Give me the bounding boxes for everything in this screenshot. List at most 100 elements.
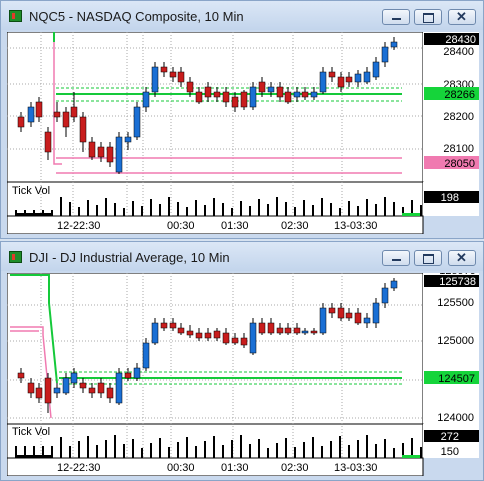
candle <box>97 146 105 158</box>
volume-bar <box>312 437 314 458</box>
price-label: 124507 <box>438 373 475 385</box>
time-label: 01:30 <box>221 462 249 474</box>
level-line <box>10 274 58 384</box>
candle <box>345 312 353 319</box>
candle <box>133 106 141 138</box>
volume-bar <box>141 206 143 216</box>
volume-tag <box>424 430 479 442</box>
volume-bar <box>150 443 152 458</box>
candle <box>381 46 389 63</box>
volume-bar <box>213 198 215 216</box>
volume-scale: 150 <box>441 446 459 458</box>
volume-bar <box>249 206 251 216</box>
minimize-icon <box>392 18 401 20</box>
volume-bar <box>402 443 404 458</box>
minimize-button[interactable] <box>382 250 410 266</box>
volume-bar <box>60 437 62 458</box>
volume-bar <box>15 446 17 458</box>
price-label: 28200 <box>443 111 474 123</box>
price-label: 125738 <box>439 276 476 288</box>
candle <box>328 71 336 78</box>
volume-bar <box>267 448 269 458</box>
price-label: 28050 <box>444 158 475 170</box>
maximize-button[interactable] <box>414 250 442 266</box>
chart-app-icon <box>9 10 22 22</box>
candle <box>204 86 212 98</box>
candle <box>106 146 114 163</box>
candle <box>258 81 266 93</box>
price-label: 125000 <box>437 335 474 347</box>
volume-bar <box>330 441 332 458</box>
price-chart[interactable]: 28430 28400 28300 28266 28200 28100 2805… <box>7 32 479 234</box>
candle <box>27 106 35 123</box>
volume-bar <box>231 440 233 458</box>
minimize-button[interactable] <box>382 9 410 25</box>
minimize-icon <box>392 259 401 261</box>
candle <box>88 141 96 158</box>
volume-bar <box>249 444 251 458</box>
level-line <box>10 326 52 419</box>
volume-bar <box>285 202 287 216</box>
candle <box>276 327 284 334</box>
volume-bar <box>411 438 413 458</box>
candle <box>88 387 96 394</box>
volume-bar <box>195 446 197 458</box>
candle <box>27 382 35 394</box>
close-button[interactable]: ✕ <box>448 250 476 266</box>
volume-bar <box>24 446 26 458</box>
close-button[interactable]: ✕ <box>448 9 476 25</box>
volume-bar <box>114 203 116 216</box>
candle <box>106 387 114 399</box>
candle <box>151 66 159 93</box>
volume-bar <box>294 447 296 458</box>
time-label: 01:30 <box>221 220 249 232</box>
close-icon: ✕ <box>456 9 467 24</box>
candle <box>44 131 52 153</box>
volume-bar <box>411 200 413 216</box>
volume-bar <box>123 444 125 458</box>
volume-bar <box>384 197 386 216</box>
volume-bar <box>177 442 179 458</box>
volume-bar <box>276 443 278 458</box>
volume-bar <box>78 441 80 458</box>
candle <box>160 322 168 329</box>
last-price-tag <box>424 275 479 287</box>
volume-bar <box>348 445 350 458</box>
volume-bar <box>213 436 215 458</box>
candle <box>124 372 132 379</box>
volume-bar <box>87 436 89 458</box>
candle <box>35 101 43 118</box>
candle <box>354 312 362 324</box>
title-bar[interactable]: DJI - DJ Industrial Average, 10 Min ✕ <box>1 242 483 271</box>
green-level-tag <box>424 371 479 384</box>
volume-label: Tick Vol <box>12 426 50 438</box>
candle <box>70 372 78 384</box>
candle <box>249 322 257 354</box>
title-bar[interactable]: NQC5 - NASDAQ Composite, 10 Min ✕ <box>1 1 483 30</box>
time-label: 00:30 <box>167 462 195 474</box>
price-label: 28100 <box>443 143 474 155</box>
candle <box>160 66 168 73</box>
candles <box>7 273 423 458</box>
price-chart[interactable]: 125979 125738 125500 125000 124507 12400… <box>7 273 479 476</box>
volume-bar <box>15 455 51 458</box>
volume-bar <box>96 205 98 216</box>
volume-bar <box>204 205 206 216</box>
candle <box>195 332 203 339</box>
restore-icon <box>423 13 434 23</box>
candle <box>62 377 70 394</box>
volume-bar <box>330 203 332 216</box>
maximize-button[interactable] <box>414 9 442 25</box>
chart-app-icon <box>9 251 22 263</box>
volume-bar <box>393 448 395 458</box>
candle <box>293 327 301 334</box>
volume-bar <box>204 441 206 458</box>
candle <box>62 111 70 128</box>
candle <box>231 337 239 344</box>
candle <box>372 61 380 78</box>
candle <box>115 136 123 173</box>
candle <box>363 71 371 83</box>
volume-bar <box>15 213 51 216</box>
price-label: 125500 <box>437 297 474 309</box>
candle <box>17 372 25 379</box>
